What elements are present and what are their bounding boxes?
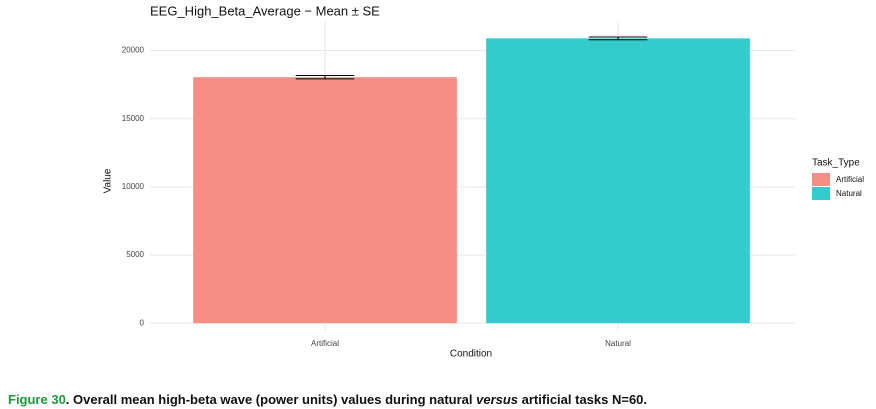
bar [486,38,750,324]
y-tick-label: 20000 [122,46,145,55]
caption-text: . Overall mean high-beta wave (power uni… [65,392,477,407]
legend-title: Task_Type [812,158,860,169]
error-bar [588,36,648,41]
x-tick-label: Artificial [311,339,339,348]
legend-label: Artificial [836,175,864,184]
y-tick-label: 15000 [122,114,145,123]
x-axis-title: Condition [450,349,492,360]
caption-text: artificial tasks N=60. [518,392,648,407]
x-tick-label: Natural [605,339,631,348]
chart-title: EEG_High_Beta_Average − Mean ± SE [150,3,380,18]
legend-swatch [812,173,830,186]
y-axis-title: Value [103,168,114,193]
legend-label: Natural [836,189,862,198]
legend-swatch [812,187,830,200]
y-tick-label: 10000 [122,182,145,191]
bar [193,77,457,324]
caption: Figure 30. Overall mean high-beta wave (… [8,392,876,407]
caption-italic: versus [476,392,519,407]
error-bar [295,75,355,80]
y-tick-label: 5000 [126,250,144,259]
caption-label: Figure 30 [8,392,66,407]
chart: EEG_High_Beta_Average − Mean ± SE Condit… [103,3,865,360]
y-tick-label: 0 [140,318,145,327]
